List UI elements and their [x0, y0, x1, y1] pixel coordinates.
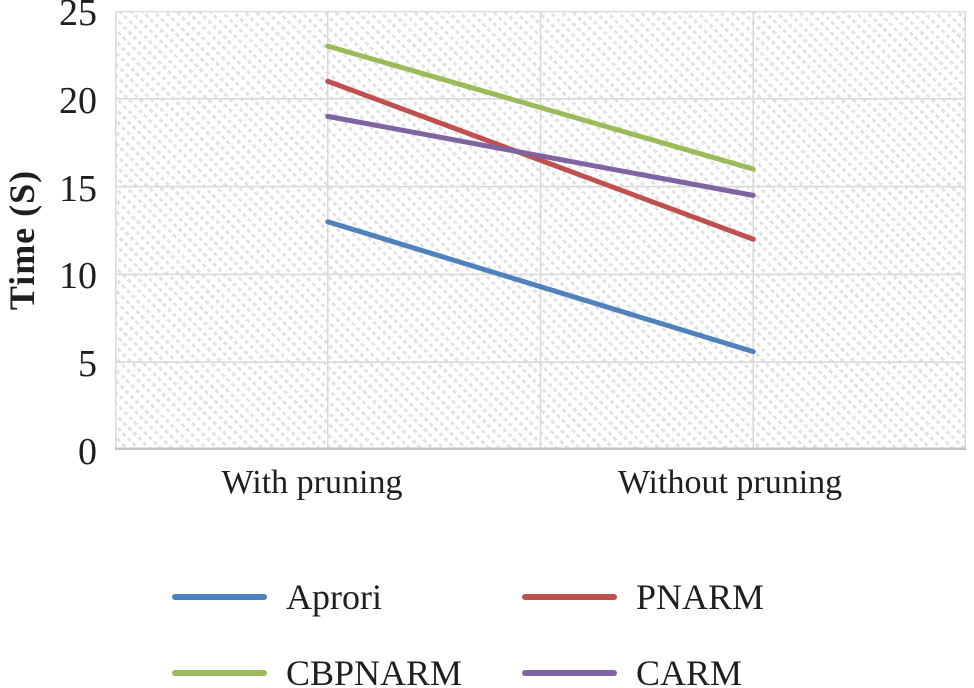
- legend-label-cbpnarm: CBPNARM: [286, 653, 463, 688]
- legend-item-aprori: Aprori: [172, 575, 382, 619]
- legend-label-aprori: Aprori: [286, 577, 382, 617]
- plot-canvas: [115, 11, 966, 450]
- plot-area: [115, 11, 966, 450]
- series-line-cbpnarm: [325, 43, 756, 172]
- legend-item-carm: CARM: [522, 651, 742, 688]
- y-tick-label-20: 20: [59, 79, 97, 122]
- y-tick-label-5: 5: [78, 343, 97, 386]
- legend-label-carm: CARM: [636, 653, 743, 688]
- y-tick-label-10: 10: [59, 255, 97, 298]
- legend-item-pnarm: PNARM: [522, 575, 764, 619]
- y-tick-label-15: 15: [59, 167, 97, 210]
- legend-swatch-carm: [522, 670, 617, 676]
- legend-item-cbpnarm: CBPNARM: [172, 651, 462, 688]
- y-tick-label-0: 0: [78, 431, 97, 473]
- series-line-aprori: [325, 219, 756, 355]
- y-tick-label-25: 25: [59, 0, 97, 34]
- series-line-pnarm: [325, 78, 756, 242]
- legend-swatch-aprori: [172, 594, 267, 600]
- legend-label-pnarm: PNARM: [636, 577, 765, 617]
- x-axis-label-without-pruning: Without pruning: [617, 464, 843, 501]
- legend-swatch-pnarm: [522, 594, 617, 600]
- x-axis-label-with-pruning: With pruning: [221, 464, 403, 501]
- legend-swatch-cbpnarm: [172, 670, 267, 676]
- series-line-carm: [325, 113, 756, 198]
